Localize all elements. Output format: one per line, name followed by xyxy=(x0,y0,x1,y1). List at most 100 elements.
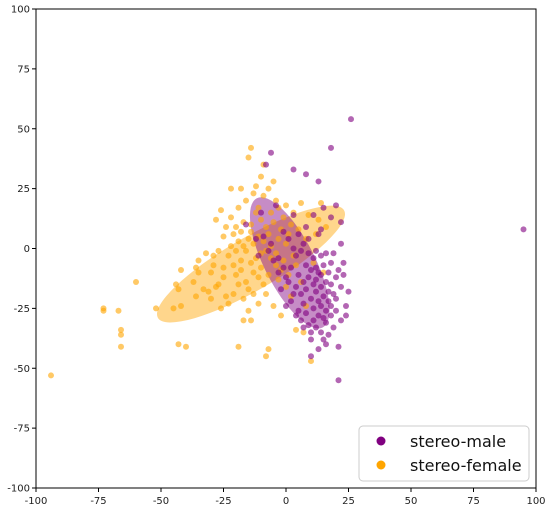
point-stereo-male xyxy=(323,341,329,348)
point-stereo-male xyxy=(323,319,329,326)
point-stereo-female xyxy=(298,199,304,206)
point-stereo-male xyxy=(310,211,317,218)
point-stereo-female xyxy=(205,288,212,295)
point-stereo-male xyxy=(318,271,324,278)
point-stereo-male xyxy=(315,312,322,319)
x-tick-label: 100 xyxy=(526,496,545,507)
point-stereo-female xyxy=(255,204,262,211)
point-stereo-female xyxy=(233,271,239,278)
legend-marker-stereo-male xyxy=(376,436,386,446)
point-stereo-male xyxy=(318,283,324,290)
point-stereo-female xyxy=(280,214,287,221)
point-stereo-male xyxy=(325,331,332,338)
point-stereo-female xyxy=(270,178,277,185)
point-stereo-female xyxy=(230,291,237,298)
point-stereo-male xyxy=(285,235,292,242)
point-stereo-male xyxy=(275,255,282,262)
point-stereo-female xyxy=(240,295,247,302)
point-stereo-female xyxy=(288,221,294,228)
legend-label-stereo-female: stereo-female xyxy=(410,456,522,475)
point-stereo-female xyxy=(265,271,272,278)
point-stereo-male xyxy=(340,259,347,266)
point-stereo-male xyxy=(320,262,327,269)
point-stereo-male xyxy=(285,279,292,286)
point-stereo-male xyxy=(338,283,344,290)
point-stereo-male xyxy=(265,247,272,254)
point-stereo-female xyxy=(210,252,217,259)
legend: stereo-male stereo-female xyxy=(358,425,530,482)
point-stereo-male xyxy=(290,211,297,218)
point-stereo-female xyxy=(265,346,272,353)
point-stereo-female xyxy=(183,343,189,350)
point-stereo-female xyxy=(243,247,249,254)
point-stereo-male xyxy=(318,329,324,336)
x-tick-label: -75 xyxy=(90,496,106,507)
point-stereo-female xyxy=(175,286,182,293)
y-tick-label: 75 xyxy=(17,64,30,75)
point-stereo-female xyxy=(235,238,242,245)
point-stereo-female xyxy=(228,185,234,192)
point-stereo-male xyxy=(243,221,249,228)
point-stereo-male xyxy=(338,240,344,247)
point-stereo-male xyxy=(268,240,274,247)
point-stereo-female xyxy=(273,262,279,269)
point-stereo-male xyxy=(328,214,334,221)
point-stereo-female xyxy=(260,192,267,199)
point-stereo-female xyxy=(170,305,177,312)
point-stereo-female xyxy=(280,257,287,264)
point-stereo-female xyxy=(190,279,197,286)
point-stereo-male xyxy=(305,235,312,242)
point-stereo-female xyxy=(248,221,254,228)
point-stereo-male xyxy=(348,116,354,123)
point-stereo-female xyxy=(230,231,237,238)
point-stereo-male xyxy=(318,302,324,309)
point-stereo-female xyxy=(118,326,124,333)
point-stereo-female xyxy=(175,341,182,348)
point-stereo-female xyxy=(258,173,264,180)
point-stereo-male xyxy=(335,343,342,350)
point-stereo-male xyxy=(293,252,299,259)
point-stereo-female xyxy=(305,211,312,218)
x-tick-label: 0 xyxy=(283,496,289,507)
point-stereo-female xyxy=(115,307,122,314)
point-stereo-female xyxy=(118,343,124,350)
x-axis: -100 -75 -50 -25 0 25 50 75 100 xyxy=(25,488,546,507)
point-stereo-male xyxy=(338,219,344,226)
point-stereo-male xyxy=(268,149,274,156)
point-stereo-male xyxy=(255,252,262,259)
point-stereo-male xyxy=(310,255,317,262)
point-stereo-female xyxy=(213,216,219,223)
point-stereo-male xyxy=(328,281,334,288)
point-stereo-male xyxy=(278,286,284,293)
point-stereo-female xyxy=(323,223,329,230)
point-stereo-female xyxy=(250,190,257,197)
point-stereo-male xyxy=(303,223,309,230)
point-stereo-female xyxy=(238,185,244,192)
point-stereo-female xyxy=(283,202,289,209)
point-stereo-male xyxy=(263,161,269,168)
point-stereo-female xyxy=(200,286,207,293)
point-stereo-male xyxy=(315,178,322,185)
point-stereo-male xyxy=(343,302,349,309)
point-stereo-male xyxy=(310,317,317,324)
point-stereo-female xyxy=(233,223,239,230)
point-stereo-male xyxy=(520,226,527,233)
point-stereo-male xyxy=(300,324,307,331)
point-stereo-male xyxy=(335,267,342,274)
y-axis: -100 -75 -50 -25 0 25 50 75 100 xyxy=(7,5,36,495)
point-stereo-female xyxy=(263,353,269,360)
y-tick-label: -75 xyxy=(14,424,30,435)
point-stereo-female xyxy=(270,219,277,226)
point-stereo-female xyxy=(285,231,292,238)
point-stereo-female xyxy=(273,250,279,257)
point-stereo-female xyxy=(253,183,259,190)
point-stereo-male xyxy=(338,317,344,324)
point-stereo-male xyxy=(328,259,334,266)
point-stereo-male xyxy=(270,257,277,264)
x-tick-label: 50 xyxy=(405,496,418,507)
point-stereo-male xyxy=(323,279,329,286)
point-stereo-male xyxy=(330,291,337,298)
point-stereo-female xyxy=(225,300,232,307)
point-stereo-female xyxy=(245,307,252,314)
point-stereo-male xyxy=(323,250,329,257)
